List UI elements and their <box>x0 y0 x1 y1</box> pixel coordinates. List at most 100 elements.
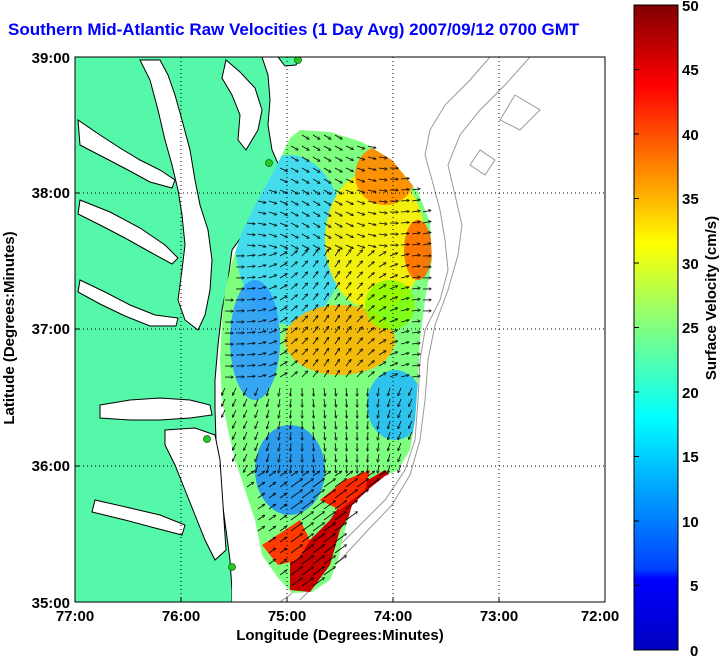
velocity-vector <box>312 250 318 257</box>
colorbar-tick-label: 30 <box>682 256 699 273</box>
velocity-vector <box>312 189 320 194</box>
velocity-vector <box>301 512 313 521</box>
velocity-vector <box>356 261 362 268</box>
colorbar-tick-label: 50 <box>682 0 699 15</box>
velocity-vector <box>323 567 335 576</box>
velocity-vector <box>268 286 276 290</box>
velocity-vector <box>356 479 368 488</box>
velocity-vector <box>378 252 386 257</box>
velocity-vector <box>345 501 357 510</box>
velocity-vector <box>367 211 376 214</box>
velocity-vector <box>368 453 369 462</box>
velocity-vector <box>345 316 351 323</box>
velocity-vector <box>323 337 329 345</box>
velocity-vector <box>323 523 335 532</box>
velocity-vector <box>411 299 420 300</box>
velocity-vector <box>400 353 409 356</box>
velocity-vector <box>257 265 266 268</box>
velocity-vector <box>246 354 255 355</box>
velocity-vector <box>268 253 276 257</box>
velocity-vector <box>367 479 379 488</box>
velocity-vector <box>290 317 297 323</box>
velocity-vector <box>312 471 320 477</box>
velocity-vector <box>301 523 313 532</box>
james-river <box>77 279 179 327</box>
velocity-vector <box>290 387 291 396</box>
velocity-vector <box>257 526 265 532</box>
velocity-vector <box>279 263 287 268</box>
velocity-vector <box>400 320 409 323</box>
velocity-vector <box>324 431 325 440</box>
velocity-vector <box>334 337 340 345</box>
velocity-vector <box>389 297 397 301</box>
velocity-vector <box>290 490 302 499</box>
velocity-vector <box>246 245 255 246</box>
velocity-vectors <box>222 134 431 587</box>
velocity-vector <box>267 409 270 418</box>
velocity-vector <box>367 471 375 477</box>
velocity-vector <box>411 343 420 344</box>
velocity-vector <box>367 339 374 345</box>
velocity-vector <box>356 167 365 171</box>
velocity-vector <box>301 578 313 587</box>
velocity-vector <box>388 420 391 429</box>
velocity-vector <box>356 145 365 149</box>
velocity-vector <box>312 261 318 268</box>
velocity-vector <box>345 167 353 171</box>
velocity-vector <box>378 471 386 477</box>
velocity-vector <box>389 286 397 290</box>
velocity-vector <box>334 479 346 488</box>
velocity-vector <box>244 387 248 395</box>
velocity-vector <box>246 223 255 224</box>
velocity-vector <box>290 453 291 462</box>
velocity-vector <box>334 545 346 554</box>
velocity-vector <box>312 338 318 345</box>
velocity-vector <box>323 304 329 312</box>
velocity-vector <box>411 365 420 366</box>
velocity-vector <box>400 342 409 345</box>
velocity-vector <box>257 309 266 312</box>
velocity-vector <box>312 578 324 587</box>
velocity-vector <box>409 409 413 417</box>
velocity-vector <box>290 200 298 205</box>
velocity-vector <box>345 327 351 334</box>
velocity-vector <box>301 178 309 183</box>
velocity-vector <box>279 329 287 334</box>
velocity-vector <box>222 398 226 406</box>
velocity-vector <box>334 260 340 268</box>
velocity-vector <box>356 272 362 279</box>
velocity-vector <box>301 471 309 477</box>
velocity-vector <box>411 211 420 212</box>
velocity-vector <box>279 285 287 290</box>
velocity-vector <box>367 284 374 290</box>
velocity-vector <box>244 420 248 428</box>
velocity-vector <box>290 512 302 521</box>
velocity-vector <box>279 296 287 301</box>
radar-stations <box>203 57 302 571</box>
velocity-vector <box>268 537 276 543</box>
velocity-vector <box>246 482 254 488</box>
velocity-vector <box>268 526 276 532</box>
velocity-vector <box>268 319 276 323</box>
velocity-vector <box>268 200 277 204</box>
velocity-vector <box>301 360 308 367</box>
velocity-vector <box>378 373 386 378</box>
velocity-vector <box>356 283 362 290</box>
velocity-vector <box>290 295 297 301</box>
station-marker <box>265 159 273 167</box>
velocity-vector <box>323 282 329 290</box>
velocity-vector <box>267 431 270 440</box>
velocity-vector <box>301 349 308 356</box>
velocity-vector <box>222 387 226 395</box>
grid-lines <box>75 57 605 602</box>
velocity-vector <box>279 351 287 356</box>
velocity-vector <box>279 471 287 477</box>
velocity-vector <box>356 178 365 182</box>
velocity-vector <box>411 288 420 289</box>
velocity-vector <box>345 294 351 301</box>
velocity-vector <box>290 471 298 477</box>
velocity-vector <box>356 349 362 356</box>
velocity-vector <box>279 318 287 323</box>
x-axis: 77:00 76:00 75:00 74:00 73:00 72:00 Long… <box>56 608 619 644</box>
velocity-vector <box>334 326 340 334</box>
